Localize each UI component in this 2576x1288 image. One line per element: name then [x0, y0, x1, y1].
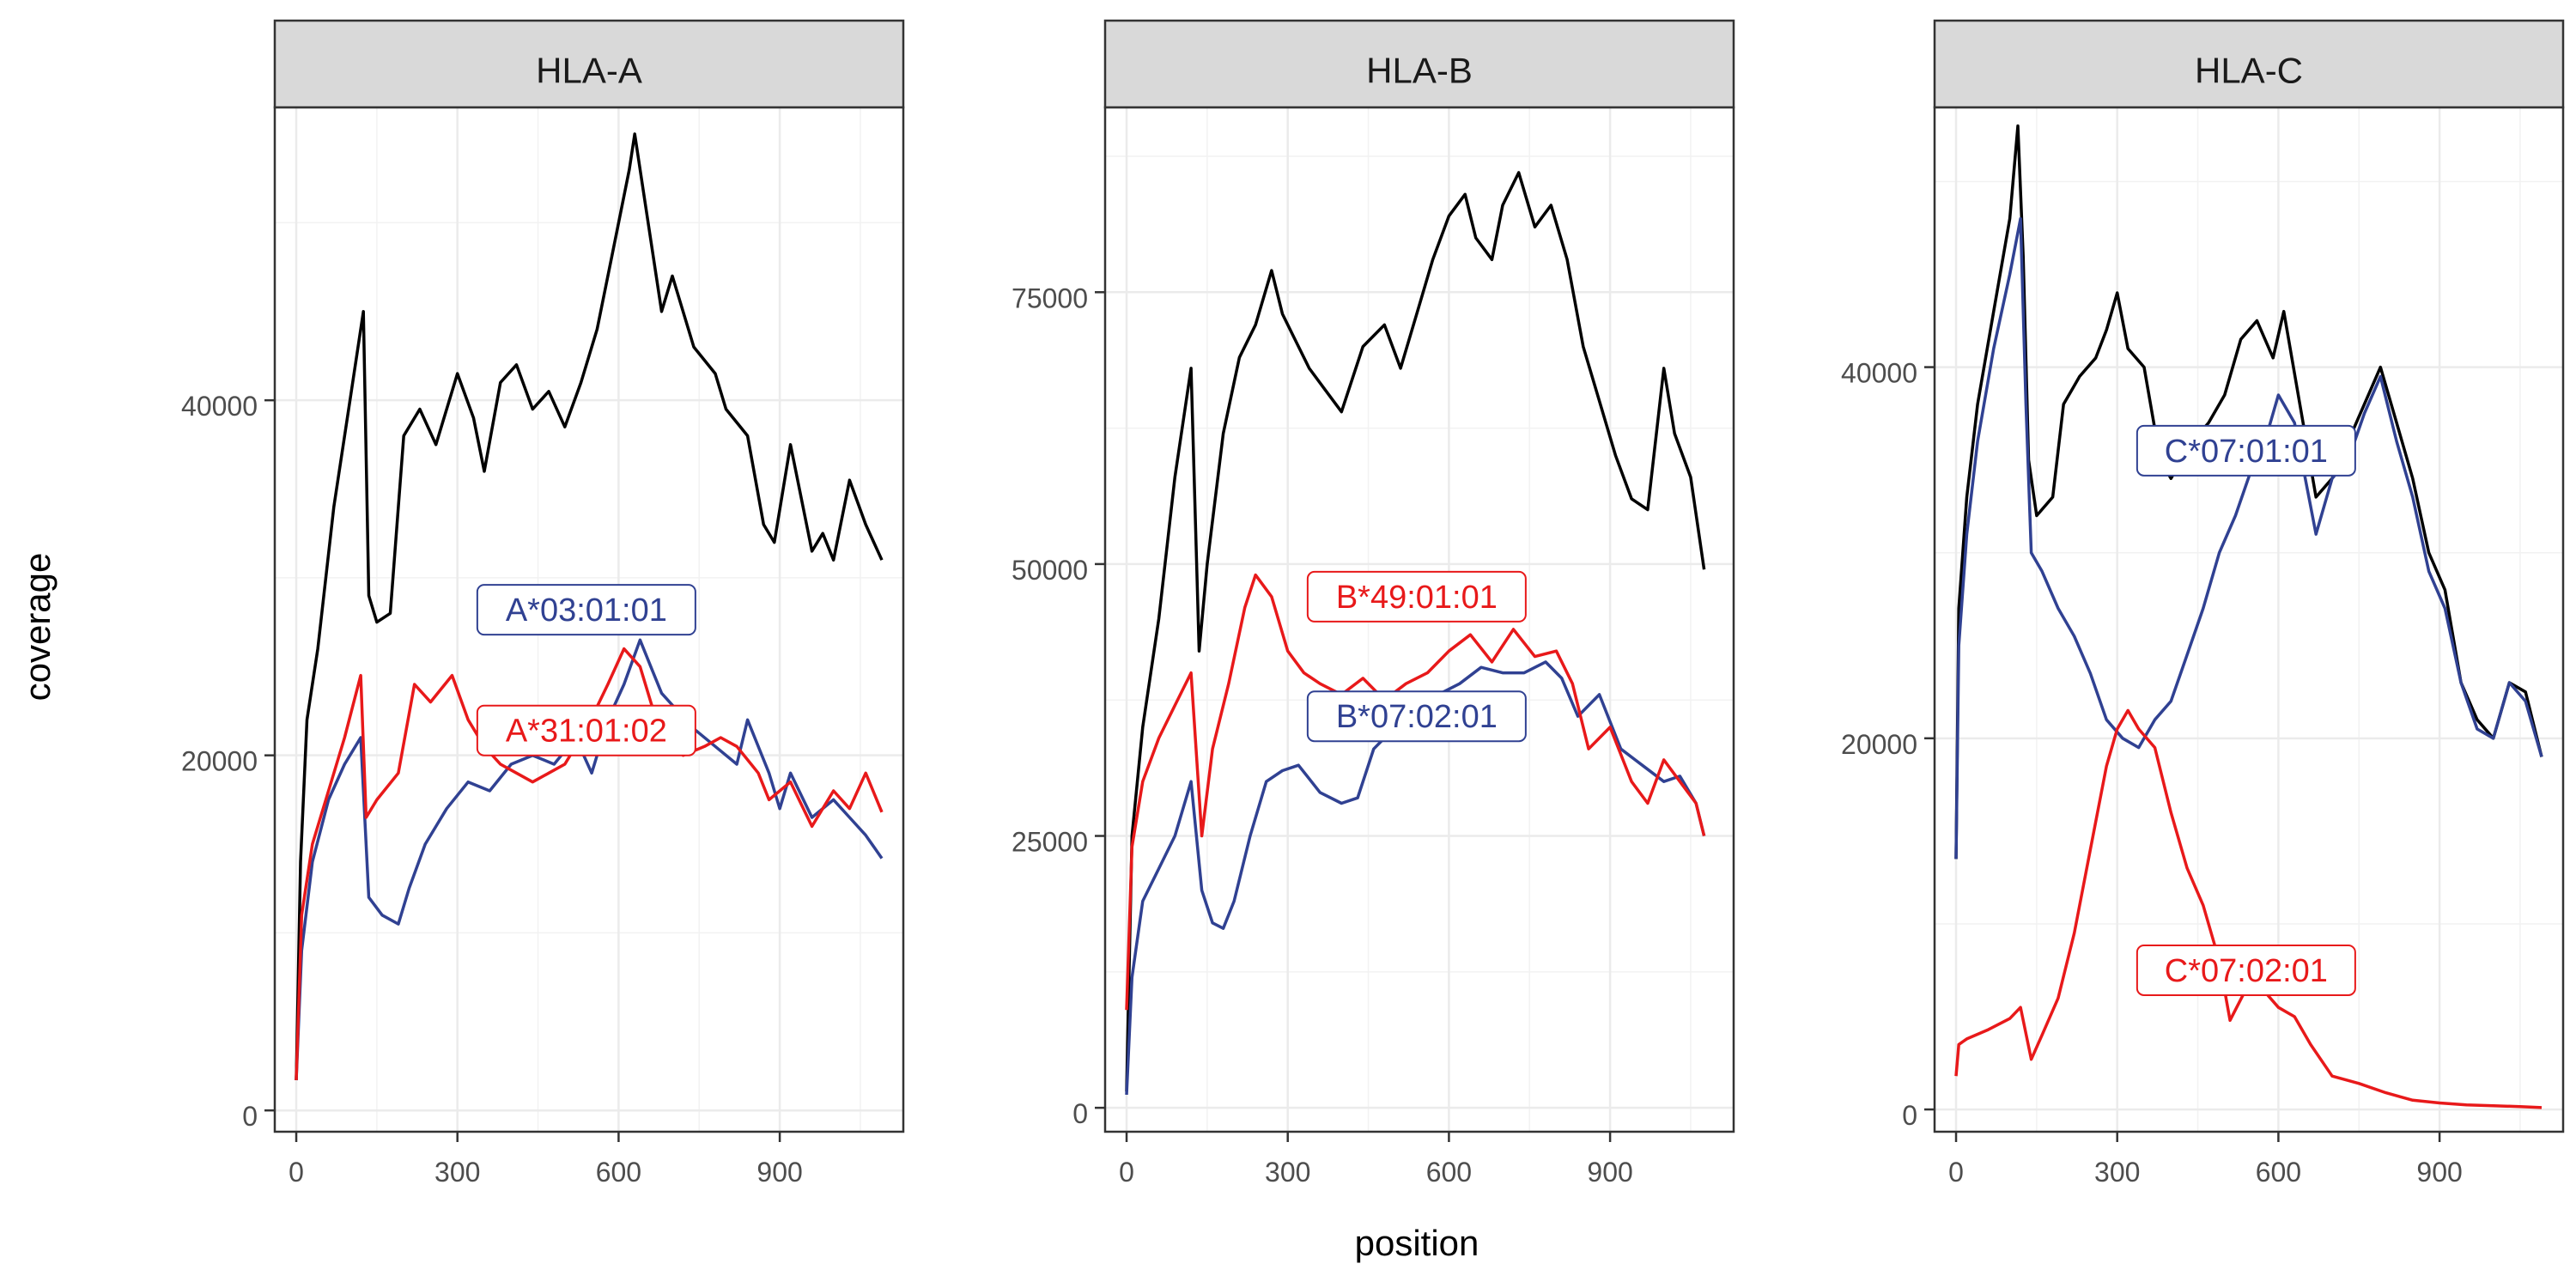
facet-panel-1: A*03:01:01 A*31:01:02 HLA-A 0 300 600 900 0 2000… [181, 19, 905, 1188]
series-line-3 [1954, 708, 2543, 1109]
allele-label: C*07:01:01 [2136, 424, 2356, 477]
facet-strip [1933, 19, 2565, 109]
x-tick-label: 600 [2256, 1157, 2301, 1188]
facet-panels: A*03:01:01 A*31:01:02 HLA-A 0 300 600 900 0 2000… [181, 19, 2565, 1188]
allele-label-box [2136, 424, 2356, 477]
allele-label: B*49:01:01 [1306, 570, 1527, 623]
allele-label: B*07:02:01 [1306, 690, 1527, 743]
allele-label-box [1306, 690, 1527, 743]
x-tick-label: 0 [1119, 1157, 1134, 1188]
y-tick-label: 75000 [1012, 283, 1088, 313]
allele-label: A*31:01:02 [476, 704, 696, 756]
y-tick-label: 0 [1072, 1098, 1088, 1129]
y-tick-label: 50000 [1012, 555, 1088, 586]
allele-label-text: C*07:02:01 [2165, 953, 2328, 989]
series-line-1 [1954, 124, 2543, 860]
allele-label-text: B*07:02:01 [1336, 699, 1498, 735]
y-tick-label: 40000 [181, 391, 258, 422]
x-tick-label: 300 [1265, 1157, 1310, 1188]
x-tick-label: 300 [434, 1157, 480, 1188]
allele-label-text: B*49:01:01 [1336, 580, 1498, 616]
series-line-2 [1954, 216, 2543, 860]
series-line-2 [1125, 660, 1706, 1095]
facet-strip-title: HLA-A [536, 51, 642, 91]
series-line-1 [1125, 171, 1706, 1092]
facet-strip-title: HLA-C [2195, 51, 2303, 91]
allele-label: A*03:01:01 [476, 584, 696, 636]
x-tick-label: 600 [1426, 1157, 1472, 1188]
facet-strip-title: HLA-B [1366, 51, 1473, 91]
allele-label-box [476, 584, 696, 636]
allele-label-box [1306, 570, 1527, 623]
allele-label: C*07:02:01 [2136, 944, 2356, 996]
x-tick-label: 900 [2416, 1157, 2462, 1188]
y-tick-label: 0 [242, 1101, 258, 1132]
x-tick-label: 300 [2094, 1157, 2140, 1188]
series-line-2 [295, 638, 884, 1081]
series-line-3 [295, 647, 884, 1081]
x-tick-label: 0 [1948, 1157, 1964, 1188]
facet-strip [1103, 19, 1735, 109]
y-tick-label: 40000 [1841, 358, 1917, 389]
x-tick-label: 600 [596, 1157, 641, 1188]
x-axis-title: position [1355, 1223, 1479, 1263]
facet-panel-3: C*07:01:01 C*07:02:01 HLA-C 0 300 600 900 0 2000… [1841, 19, 2565, 1188]
facet-panel-2: B*49:01:01 B*07:02:01 HLA-B 0 300 600 900 0 2500… [1012, 19, 1735, 1188]
y-tick-label: 0 [1902, 1100, 1917, 1131]
y-tick-label: 20000 [1841, 729, 1917, 760]
allele-label-text: A*31:01:02 [506, 714, 667, 750]
x-tick-label: 0 [289, 1157, 304, 1188]
allele-label-text: A*03:01:01 [506, 592, 667, 629]
allele-label-box [2136, 944, 2356, 996]
y-tick-label: 25000 [1012, 827, 1088, 858]
x-tick-label: 900 [756, 1157, 802, 1188]
allele-label-box [476, 704, 696, 756]
allele-label-text: C*07:01:01 [2165, 434, 2328, 470]
series-line-1 [295, 132, 884, 1081]
x-tick-label: 900 [1587, 1157, 1632, 1188]
y-axis-title: coverage [17, 553, 58, 702]
y-tick-label: 20000 [181, 746, 258, 777]
facet-strip [273, 19, 905, 109]
